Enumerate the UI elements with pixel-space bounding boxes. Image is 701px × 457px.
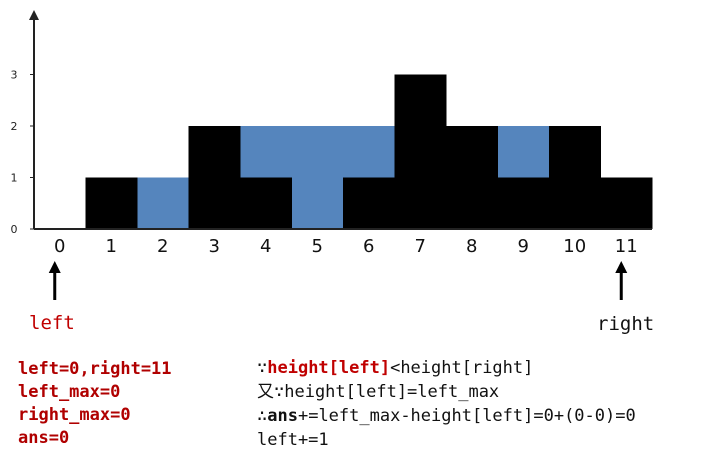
therefore-symbol: ∴ [257, 406, 268, 426]
ans-keyword: ans [267, 406, 298, 426]
x-tick-label: 6 [363, 236, 374, 257]
ans-update-text: +=left_max-height[left]=0+(0-0)=0 [297, 406, 636, 426]
bar-3 [188, 126, 241, 229]
y-axis-arrow-icon [29, 10, 39, 20]
x-tick-label: 7 [415, 236, 426, 257]
x-tick-label: 5 [312, 236, 323, 257]
water-cell-9 [497, 126, 550, 178]
x-tick-label: 1 [106, 236, 117, 257]
bar-4 [240, 177, 292, 229]
water-layer [137, 126, 550, 229]
var-pointers: left=0,right=11 [18, 359, 172, 379]
explanation-line-1: ∵height[left]<height[right] [257, 356, 636, 380]
left-pointer-arrowhead-icon [48, 261, 61, 273]
explanation-line-4: left+=1 [257, 430, 329, 450]
water-cell-6 [343, 126, 395, 178]
var-ans: ans=0 [18, 428, 70, 448]
x-tick-label: 10 [563, 236, 586, 257]
water-cell-5 [291, 126, 344, 229]
y-tick-label: 2 [11, 120, 18, 133]
water-cell-2 [137, 177, 189, 229]
x-tick-label: 3 [209, 236, 220, 257]
right-pointer-label: right [597, 313, 655, 335]
right-pointer-arrowhead-icon [615, 261, 628, 273]
x-tick-label: 9 [518, 236, 529, 257]
because-symbol: ∵ [257, 358, 268, 378]
y-tick-label: 1 [11, 172, 18, 185]
y-tick-labels: 0 1 2 3 [11, 69, 18, 237]
x-tick-label: 11 [615, 236, 638, 257]
x-tick-labels: 0 1 2 3 4 5 6 7 8 9 10 11 [54, 236, 638, 257]
axis-layer [29, 10, 652, 230]
bar-6 [343, 177, 395, 229]
step-explanation: ∵height[left]<height[right] 又∵height[lef… [257, 356, 636, 452]
pointer-arrows [48, 261, 628, 300]
bar-11 [600, 177, 653, 229]
bar-8 [446, 126, 498, 229]
comparison-text: <height[right] [390, 358, 534, 378]
left-pointer-label: left [29, 312, 75, 334]
y-tick-label: 0 [11, 223, 18, 236]
x-tick-label: 4 [260, 236, 271, 257]
var-left-max: left_max=0 [18, 382, 121, 402]
x-tick-label: 8 [466, 236, 477, 257]
water-cell-4 [240, 126, 292, 178]
bar-layer [85, 74, 653, 229]
trapping-rain-water-chart: 0 1 2 3 0 1 2 3 4 5 6 7 8 9 10 11 [11, 10, 653, 300]
bar-9 [497, 177, 550, 229]
explanation-line-3: ∴ans+=left_max-height[left]=0+(0-0)=0 [257, 404, 636, 428]
var-right-max: right_max=0 [18, 405, 131, 425]
x-tick-label: 0 [54, 236, 65, 257]
y-tick-label: 3 [11, 69, 18, 82]
variable-state: left=0,right=11 left_max=0 right_max=0 a… [18, 358, 172, 450]
highlighted-height-left: height[left] [267, 358, 391, 378]
explanation-line-2: 又∵height[left]=left_max [257, 382, 500, 402]
bar-1 [85, 177, 138, 229]
x-tick-label: 2 [157, 236, 168, 257]
bar-7 [394, 74, 447, 229]
bar-10 [549, 126, 601, 229]
